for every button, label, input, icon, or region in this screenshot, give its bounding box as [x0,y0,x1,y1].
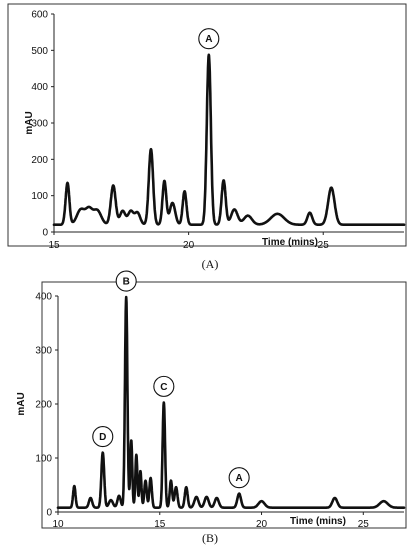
x-tick-label: 15 [154,519,166,530]
x-tick-label: 10 [52,519,64,530]
x-tick-label: 25 [358,519,370,530]
peak-label: C [160,382,167,393]
x-tick-label: 20 [183,240,195,251]
peak-label-circle [198,28,220,50]
peak-label: B [123,277,130,288]
chromatogram-panel-b: 0 100 200 300 400 10 15 20 25 mAU Time (mins) D B C A (… [16,270,407,545]
peak-label-circle [115,270,137,292]
peak-label: A [205,34,212,45]
x-tick-label: 15 [48,240,60,251]
panel-frame [41,281,407,529]
peak-label-circle [92,426,114,448]
y-tick-label: 300 [35,346,52,357]
peak-label-circle [228,467,250,489]
peak-label: D [99,432,106,443]
y-tick-label: 200 [31,155,48,166]
y-tick-label: 300 [31,119,48,130]
x-tick-label: 25 [318,240,330,251]
peak-label: A [236,473,243,484]
y-tick-label: 100 [31,191,48,202]
y-tick-label: 400 [35,292,52,303]
y-tick-label: 600 [31,10,48,21]
x-axis-title: Time (mins) [290,516,346,527]
chromatogram-panel-a: 0 100 200 300 400 500 600 15 20 25 mAU Time (mins) A… [7,3,407,271]
y-tick-label: 0 [42,228,48,239]
chromatogram-trace [52,53,406,226]
peak-label-circle [153,375,175,397]
y-tick-label: 400 [31,82,48,93]
panel-caption: (A) [202,257,219,271]
panel-frame [7,3,407,247]
y-tick-label: 500 [31,46,48,57]
panel-caption: (B) [202,531,218,545]
chromatogram-trace [56,295,406,509]
y-axis-title: mAU [16,392,27,415]
y-tick-label: 0 [46,508,52,519]
x-axis-title: Time (mins) [262,237,318,248]
y-tick-label: 100 [35,454,52,465]
y-tick-label: 200 [35,400,52,411]
x-tick-label: 20 [256,519,268,530]
y-axis-title: mAU [24,111,35,134]
